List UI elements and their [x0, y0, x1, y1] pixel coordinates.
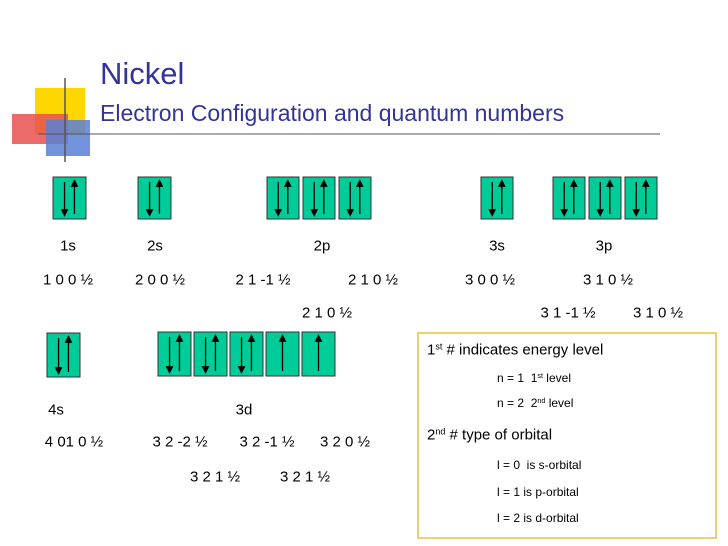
orbital-box: [480, 176, 514, 220]
quantum-numbers: 3 2 1 ½: [189, 468, 241, 486]
quantum-numbers: 2 1 -1 ½: [235, 271, 291, 289]
orbital-box: [552, 176, 586, 220]
orbital-label: 2s: [147, 237, 163, 255]
orbital-box: [137, 176, 172, 220]
note-text: # type of orbital: [445, 426, 553, 444]
quantum-numbers: 3 2 0 ½: [319, 433, 371, 451]
superscript: nd: [537, 396, 546, 406]
orbital-label: 3p: [595, 237, 613, 255]
note-box: [417, 332, 717, 539]
orbital-label: 4s: [48, 401, 64, 419]
note-line: n = 1 1st level: [497, 372, 571, 384]
orbital-box: [193, 331, 228, 377]
note-text: level: [542, 371, 571, 385]
note-text: 1: [427, 341, 436, 359]
orbital-label: 3s: [489, 237, 505, 255]
note-text: n = 2 2: [497, 396, 538, 410]
quantum-numbers: 3 1 -1 ½: [540, 304, 596, 322]
note-text: 2: [427, 426, 436, 444]
quantum-numbers: 3 0 0 ½: [464, 271, 516, 289]
superscript: nd: [435, 426, 446, 437]
orbital-label: 2p: [313, 237, 331, 255]
note-text: l = 2 is d-orbital: [497, 511, 579, 525]
quantum-numbers: 2 1 0 ½: [301, 304, 353, 322]
note-text: level: [545, 396, 574, 410]
note-line: n = 2 2nd level: [497, 397, 573, 409]
orbital-label: 1s: [60, 237, 76, 255]
note-line: 2nd # type of orbital: [427, 426, 553, 444]
decor-blue: [46, 120, 90, 156]
quantum-numbers: 1 0 0 ½: [42, 271, 94, 289]
quantum-numbers: 2 1 0 ½: [347, 271, 399, 289]
subtitle: Electron Configuration and quantum numbe…: [100, 100, 565, 126]
orbital-box: [46, 332, 81, 378]
note-text: n = 1 1: [497, 371, 538, 385]
orbital-box: [266, 176, 300, 220]
quantum-numbers: 3 1 0 ½: [582, 271, 634, 289]
quantum-numbers: 2 0 0 ½: [134, 271, 186, 289]
superscript: st: [435, 341, 443, 352]
orbital-label: 3d: [235, 401, 253, 419]
note-text: # indicates energy level: [442, 341, 604, 359]
orbital-box: [338, 176, 372, 220]
orbital-box: [588, 176, 622, 220]
orbital-box: [52, 176, 87, 220]
note-line: 1st # indicates energy level: [427, 341, 604, 359]
quantum-numbers: 3 2 -1 ½: [239, 433, 295, 451]
note-line: l = 0 is s-orbital: [497, 459, 581, 471]
orbital-box: [624, 176, 658, 220]
orbital-box: [157, 331, 192, 377]
orbital-box: [229, 331, 264, 377]
superscript: st: [537, 371, 543, 381]
note-text: l = 0 is s-orbital: [497, 458, 582, 472]
orbital-box: [302, 176, 336, 220]
quantum-numbers: 4 01 0 ½: [44, 433, 104, 451]
note-line: l = 2 is d-orbital: [497, 512, 579, 524]
quantum-numbers: 3 2 1 ½: [279, 468, 331, 486]
note-text: l = 1 is p-orbital: [497, 485, 579, 499]
note-line: l = 1 is p-orbital: [497, 486, 579, 498]
quantum-numbers: 3 1 0 ½: [632, 304, 684, 322]
title: Nickel: [100, 56, 185, 91]
quantum-numbers: 3 2 -2 ½: [152, 433, 208, 451]
